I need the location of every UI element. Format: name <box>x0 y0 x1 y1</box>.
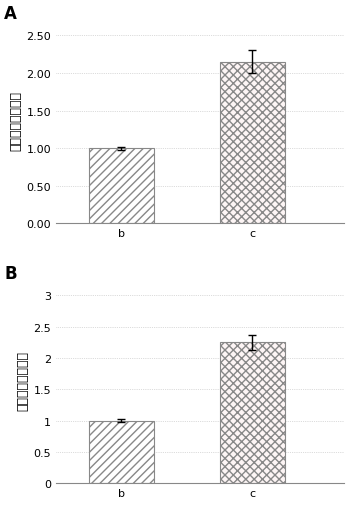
Text: B: B <box>4 265 16 283</box>
Text: A: A <box>4 5 17 23</box>
Y-axis label: 柔红霉素摄取比率: 柔红霉素摄取比率 <box>9 91 22 150</box>
Bar <box>220 63 285 224</box>
Bar <box>89 149 154 224</box>
Y-axis label: 柔红霉素摄取比率: 柔红霉素摄取比率 <box>16 350 29 410</box>
Bar <box>89 421 154 483</box>
Bar <box>220 342 285 483</box>
